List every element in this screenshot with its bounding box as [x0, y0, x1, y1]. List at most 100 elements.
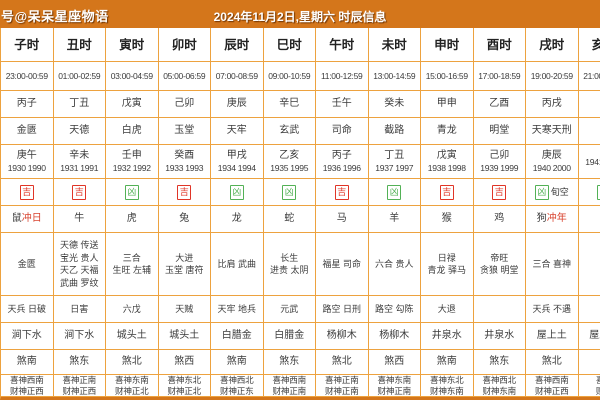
luck-cell: 吉 — [473, 179, 526, 206]
hour-ganzhi-cell: 辛巳 — [263, 91, 316, 118]
nayin-cell: 井泉水 — [473, 323, 526, 350]
hour-column: 午时 11:00-12:59 壬午 司命 丙子 1936 1996 吉马福星 司命 路空 日刑… — [316, 28, 369, 397]
xishen-label: 喜神东南 — [114, 375, 149, 385]
auspicious-gods-cell: 福星 司命 — [316, 233, 369, 296]
luck-badge: 凶 — [282, 184, 297, 200]
fortune-direction-cell: 喜神西北 财神正东 — [211, 375, 264, 397]
year-ganzhi-label: 庚午 — [16, 149, 37, 161]
year-ganzhi-label: 丙子 — [331, 149, 352, 161]
duty-star-cell: 天德 — [53, 118, 106, 145]
page-title: 2024年11月2日,星期六 时辰信息 — [213, 10, 387, 24]
nayin-cell: 白腊金 — [211, 323, 264, 350]
nayin-cell: 涧下水 — [1, 323, 54, 350]
hour-column: 酉时 17:00-18:59 乙酉 明堂 己卯 1939 1999 吉鸡帝旺 贪狼 明堂 井泉… — [473, 28, 526, 397]
year-ganzhi-label: 甲戌 — [226, 149, 247, 161]
year-list-label: 1930 1990 — [7, 162, 46, 173]
year-ganzhi-label: 己卯 — [489, 149, 510, 161]
hour-ganzhi-cell: 戊寅 — [106, 91, 159, 118]
zodiac-label: 龙 — [231, 213, 242, 224]
xishen-label: 喜神西北 — [219, 375, 254, 385]
luck-cell: 凶 — [106, 179, 159, 206]
inauspicious-gods-cell: 天贼 — [158, 296, 211, 323]
luck-badge: 吉 — [19, 184, 34, 200]
time-range-cell: 09:00-10:59 — [263, 62, 316, 91]
zodiac-clash-label: 冲年 — [546, 213, 567, 224]
nayin-cell: 城头土 — [106, 323, 159, 350]
sha-direction-cell: 煞南 — [211, 350, 264, 375]
zodiac-label: 猴 — [441, 213, 452, 224]
luck-cell: 吉 — [53, 179, 106, 206]
hour-ganzhi-cell: 癸未 — [368, 91, 421, 118]
year-ganzhi-label: 辛未 — [69, 149, 90, 161]
time-range-cell: 01:00-02:59 — [53, 62, 106, 91]
year-cell: 己卯 1939 1999 — [473, 145, 526, 179]
xishen-label: 喜神正南 — [62, 375, 97, 385]
xishen-label: 喜神西南 — [9, 375, 44, 385]
sha-direction-cell: 煞西 — [158, 350, 211, 375]
hour-header-cell: 申时 — [421, 28, 474, 62]
hour-column: 申时 15:00-16:59 甲申 青龙 戊寅 1938 1998 吉猴日禄 青龙 驿马 大退… — [421, 28, 474, 397]
inauspicious-gods-cell: 天牢 地兵 — [211, 296, 264, 323]
luck-badge: 吉 — [334, 184, 349, 200]
caishen-label: 财神正北 — [114, 385, 149, 396]
caishen-label: 财神正南 — [272, 385, 307, 396]
zodiac-cell: 虎 — [106, 206, 159, 233]
hour-header-cell: 午时 — [316, 28, 369, 62]
zodiac-cell: 马 — [316, 206, 369, 233]
year-list-label: 1940 2000 — [532, 162, 571, 173]
xishen-label: 喜神西南 — [272, 375, 307, 385]
hour-ganzhi-cell — [578, 91, 600, 118]
nayin-cell: 井泉水 — [421, 323, 474, 350]
auspicious-gods-cell: 三合 生旺 左辅 — [106, 233, 159, 296]
xishen-label: 喜神东南 — [377, 375, 412, 385]
fortune-direction-cell: 喜神正南 财神正西 — [53, 375, 106, 397]
hour-column: 巳时 09:00-10:59 辛巳 玄武 乙亥 1935 1995 凶蛇长生 进贵 太阴 元武… — [263, 28, 316, 397]
luck-badge: 凶 — [534, 184, 549, 200]
time-range-cell: 13:00-14:59 — [368, 62, 421, 91]
luck-badge: 凶 — [387, 184, 402, 200]
caishen-label: 财神正东 — [219, 385, 254, 396]
year-list-label: 1936 1996 — [322, 162, 361, 173]
zodiac-label: 羊 — [389, 213, 400, 224]
fortune-direction-cell: 喜神正南 财神正南 — [316, 375, 369, 397]
year-list-label: 1941 2001 — [585, 156, 600, 167]
caishen-label: 财神 — [596, 386, 600, 397]
zodiac-cell — [578, 206, 600, 233]
fortune-direction-cell: 喜神东南 财神正南 — [368, 375, 421, 397]
year-list-label: 1937 1997 — [375, 162, 414, 173]
almanac-table: 子时 23:00-00:59 丙子 金匮 庚午 1930 1990 吉鼠冲日 金匮 天兵 日破涧… — [0, 28, 600, 400]
zodiac-label: 鼠 — [11, 213, 22, 224]
hour-ganzhi-cell: 丁丑 — [53, 91, 106, 118]
hour-header-cell: 子时 — [1, 28, 54, 62]
hour-header-cell: 戌时 — [526, 28, 579, 62]
fortune-direction-cell: 喜神东北 财神正北 — [158, 375, 211, 397]
luck-cell: 吉 — [421, 179, 474, 206]
year-cell: 丁丑 1937 1997 — [368, 145, 421, 179]
inauspicious-gods-cell: 大退 — [421, 296, 474, 323]
duty-star-cell: 白虎 — [106, 118, 159, 145]
inauspicious-gods-cell: 六戊 — [106, 296, 159, 323]
hour-header-cell: 卯时 — [158, 28, 211, 62]
xishen-label: 喜神正南 — [324, 375, 359, 385]
fortune-direction-cell: 喜神东北 财神东南 — [421, 375, 474, 397]
zodiac-cell: 龙 — [211, 206, 264, 233]
duty-star-cell: 明堂 — [473, 118, 526, 145]
inauspicious-gods-cell: 天兵 不遇 — [526, 296, 579, 323]
year-list-label: 1939 1999 — [480, 162, 519, 173]
time-range-cell: 19:00-20:59 — [526, 62, 579, 91]
hour-column: 戌时 19:00-20:59 丙戌 天寒天刑 庚辰 1940 2000 凶旬空狗冲年 三合 喜… — [526, 28, 579, 397]
xishen-label: 喜神东北 — [167, 375, 202, 385]
xishen-label: 喜神东北 — [429, 375, 464, 385]
luck-badge: 凶 — [124, 184, 139, 200]
zodiac-cell: 狗冲年 — [526, 206, 579, 233]
zodiac-label: 蛇 — [284, 213, 295, 224]
zodiac-cell: 羊 — [368, 206, 421, 233]
year-ganzhi-label: 癸酉 — [174, 149, 195, 161]
nayin-cell: 杨柳木 — [316, 323, 369, 350]
zodiac-cell: 鸡 — [473, 206, 526, 233]
auspicious-gods-cell: 金匮 — [1, 233, 54, 296]
luck-extra-label: 旬空 — [550, 187, 569, 197]
year-list-label: 1931 1991 — [60, 162, 99, 173]
fortune-direction-cell: 喜神东南 财神正北 — [106, 375, 159, 397]
luck-badge: 吉 — [439, 184, 454, 200]
